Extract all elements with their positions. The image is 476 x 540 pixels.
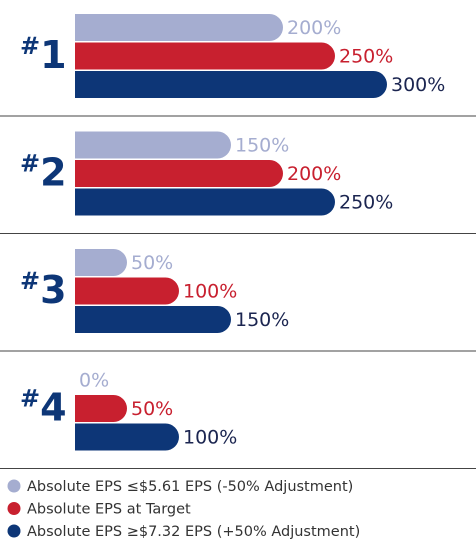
bar	[75, 306, 231, 333]
bar	[75, 277, 179, 305]
value-label: 0%	[79, 370, 109, 392]
legend-label: Absolute EPS at Target	[27, 502, 191, 518]
bar	[75, 131, 231, 159]
value-label: 200%	[287, 163, 341, 185]
category-label: #1	[20, 32, 67, 77]
category-prefix: #	[20, 32, 40, 60]
legend-swatch	[7, 524, 21, 538]
legend-swatch	[7, 479, 21, 493]
bar	[75, 71, 387, 98]
bar	[75, 395, 128, 422]
category-label: #4	[20, 385, 67, 430]
bar	[75, 188, 335, 216]
value-label: 50%	[131, 252, 173, 274]
category-number: 3	[40, 268, 66, 312]
bar	[75, 42, 335, 70]
category-label: #3	[20, 267, 67, 312]
legend-label: Absolute EPS ≤$5.61 EPS (-50% Adjustment…	[27, 479, 353, 495]
legend-swatch	[7, 502, 21, 515]
category-prefix: #	[20, 385, 40, 413]
bar	[75, 14, 283, 41]
bar	[75, 160, 283, 187]
value-label: 150%	[235, 135, 289, 157]
category-label: #2	[20, 150, 67, 195]
bar	[75, 249, 128, 276]
value-label: 250%	[339, 46, 393, 68]
category-prefix: #	[20, 150, 40, 178]
value-label: 100%	[183, 427, 237, 449]
value-label: 50%	[131, 398, 173, 420]
value-label: 200%	[287, 17, 341, 39]
category-number: 2	[40, 150, 66, 194]
value-label: 250%	[339, 192, 393, 214]
category-number: 4	[40, 385, 66, 429]
value-label: 100%	[183, 281, 237, 303]
category-prefix: #	[20, 267, 40, 295]
category-number: 1	[40, 33, 66, 77]
value-label: 300%	[391, 74, 445, 96]
legend-label: Absolute EPS ≥$7.32 EPS (+50% Adjustment…	[27, 524, 360, 540]
bar	[75, 423, 179, 451]
value-label: 150%	[235, 309, 289, 331]
